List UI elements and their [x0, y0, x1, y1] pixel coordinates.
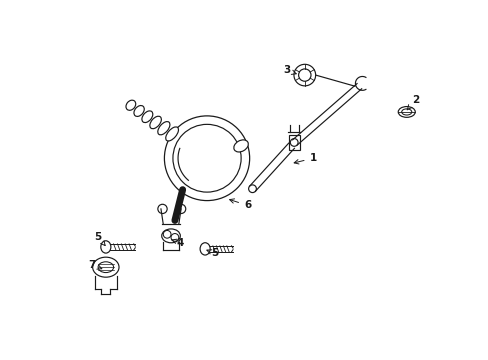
Ellipse shape	[165, 127, 178, 141]
Circle shape	[293, 64, 315, 86]
Text: 4: 4	[171, 238, 184, 248]
Ellipse shape	[158, 122, 169, 135]
Text: 7: 7	[88, 260, 102, 270]
Text: 2: 2	[407, 95, 418, 110]
Text: 6: 6	[229, 199, 251, 210]
Ellipse shape	[142, 111, 152, 122]
Ellipse shape	[200, 243, 210, 255]
Text: 5: 5	[206, 248, 218, 258]
Text: 5: 5	[95, 232, 105, 246]
Ellipse shape	[134, 105, 144, 116]
Ellipse shape	[233, 140, 248, 152]
Text: 1: 1	[294, 153, 316, 164]
Circle shape	[158, 204, 167, 213]
Ellipse shape	[162, 229, 180, 243]
Ellipse shape	[101, 241, 111, 253]
Ellipse shape	[93, 257, 119, 277]
Text: 3: 3	[283, 66, 296, 75]
Ellipse shape	[149, 116, 161, 129]
Ellipse shape	[397, 107, 414, 117]
Circle shape	[164, 116, 249, 201]
Circle shape	[176, 204, 185, 213]
Ellipse shape	[179, 182, 189, 190]
Bar	[288, 135, 299, 150]
Ellipse shape	[126, 100, 136, 110]
